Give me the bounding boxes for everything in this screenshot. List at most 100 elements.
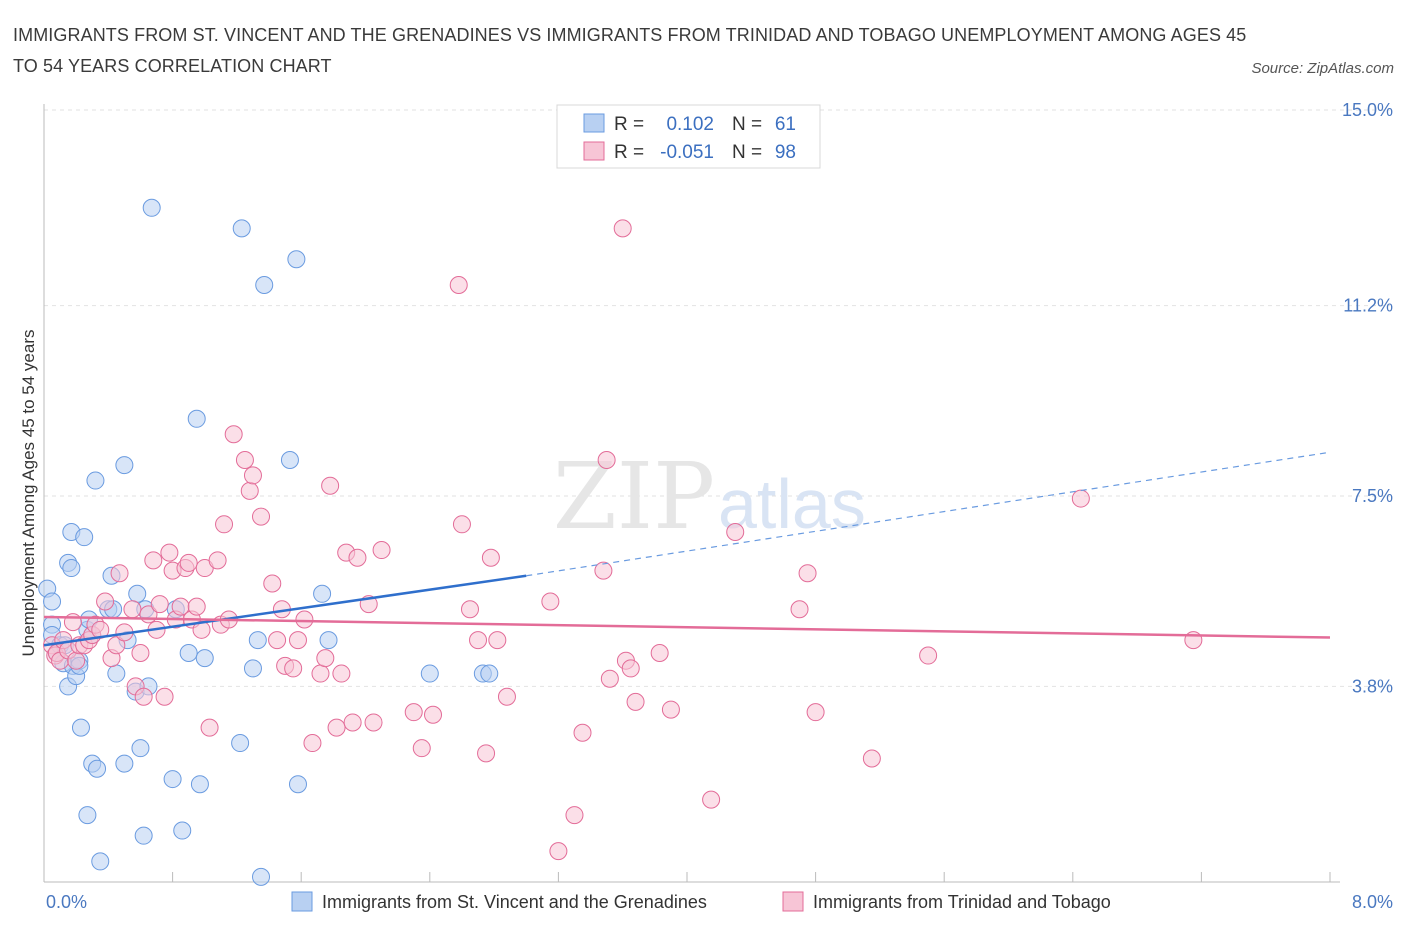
blue-point-58 [420,664,439,683]
pink-point-82 [594,561,613,580]
blue-point-23 [86,471,105,490]
blue-point-51 [252,867,271,886]
y-tick-label-2: 11.2% [1343,296,1393,316]
pink-point-67 [404,703,423,722]
pink-point-80 [565,806,584,825]
pink-point-79 [549,842,568,861]
pink-point-21 [131,643,150,662]
blue-point-45 [190,775,209,794]
pink-point-24 [144,551,163,570]
blue-point-47 [231,734,250,753]
pink-point-83 [597,450,616,469]
legend-n-label-1: N = [732,114,762,135]
blue-point-54 [287,250,306,269]
pink-point-49 [268,631,287,650]
pink-point-93 [790,600,809,619]
pink-point-52 [284,659,303,678]
pink-point-39 [208,551,227,570]
blue-point-60 [480,664,499,683]
blue-point-55 [288,775,307,794]
top-legend: R = 0.102 N = 61 R = -0.051 N = 98 [556,104,821,169]
blue-point-43 [179,643,198,662]
pink-point-77 [497,687,516,706]
blue-point-24 [88,759,107,778]
pink-point-88 [626,692,645,711]
legend-n-label-2: N = [732,142,762,163]
pink-point-35 [187,597,206,616]
pink-point-45 [240,481,259,500]
legend-r-value-2: -0.051 [660,142,714,163]
blue-point-31 [115,754,134,773]
blue-point-48 [232,219,251,238]
pink-point-90 [661,700,680,719]
pink-point-68 [412,739,431,758]
legend-swatch-blue [583,113,605,133]
legend-n-value-2: 98 [775,142,796,163]
pink-point-78 [541,592,560,611]
legend-r-label-2: R = [614,142,644,163]
blue-point-42 [173,821,192,840]
pink-point-27 [155,687,174,706]
blue-point-49 [243,659,262,678]
x-tick-label-1: 8.0% [1352,892,1393,912]
y-tick-label-3: 15.0% [1342,100,1393,120]
watermark-zip: ZIP [553,443,715,550]
pink-point-47 [252,507,271,526]
pink-point-74 [477,744,496,763]
blue-point-40 [163,770,182,789]
y-tick-labels: 3.8% 7.5% 11.2% 15.0% [1342,100,1393,696]
x-tick-labels: 0.0% 8.0% [46,892,1393,912]
pink-point-95 [806,703,825,722]
blue-point-10 [62,559,81,578]
pink-point-76 [488,631,507,650]
pink-point-17 [110,564,129,583]
pink-point-70 [449,275,468,294]
blue-point-25 [91,852,110,871]
pink-point-75 [481,548,500,567]
blue-point-30 [115,456,134,475]
pink-point-94 [798,564,817,583]
pink-point-48 [263,574,282,593]
pink-point-62 [343,713,362,732]
x-axis-ticks [43,872,1331,882]
blue-point-52 [255,275,274,294]
bottom-legend-label-blue: Immigrants from St. Vincent and the Gren… [322,892,707,912]
pink-point-96 [862,749,881,768]
pink-point-87 [621,659,640,678]
pink-point-69 [424,705,443,724]
pink-point-91 [702,790,721,809]
pink-point-55 [303,734,322,753]
pink-point-59 [327,718,346,737]
pink-point-54 [295,610,314,629]
chart-title: IMMIGRANTS FROM ST. VINCENT AND THE GREN… [13,25,1247,76]
pink-point-28 [160,543,179,562]
pink-point-53 [288,631,307,650]
blue-point-34 [128,584,147,603]
blue-point-35 [131,739,150,758]
pink-point-84 [600,669,619,688]
legend-n-value-1: 61 [775,114,796,135]
trend-line-pink [43,615,1331,639]
pink-point-41 [215,515,234,534]
bottom-legend-label-pink: Immigrants from Trinidad and Tobago [813,892,1111,912]
pink-point-26 [150,595,169,614]
pink-point-46 [243,466,262,485]
legend-swatch-pink [583,141,605,161]
y-axis-label: Unemployment Among Ages 45 to 54 years [19,330,38,657]
series-blue-points [38,198,499,886]
pink-point-14 [96,592,115,611]
pink-point-72 [460,600,479,619]
pink-point-22 [134,687,153,706]
trend-line-blue-extension [526,451,1331,577]
legend-r-label-1: R = [614,114,644,135]
blue-point-16 [71,718,90,737]
pink-point-57 [316,649,335,668]
legend-r-value-1: 0.102 [666,114,714,135]
blue-point-19 [78,806,97,825]
pink-point-98 [1071,489,1090,508]
bottom-legend: Immigrants from St. Vincent and the Gren… [291,891,1111,912]
bottom-legend-swatch-blue [291,891,313,912]
trend-lines [43,451,1331,647]
blue-point-53 [280,450,299,469]
blue-point-29 [107,664,126,683]
